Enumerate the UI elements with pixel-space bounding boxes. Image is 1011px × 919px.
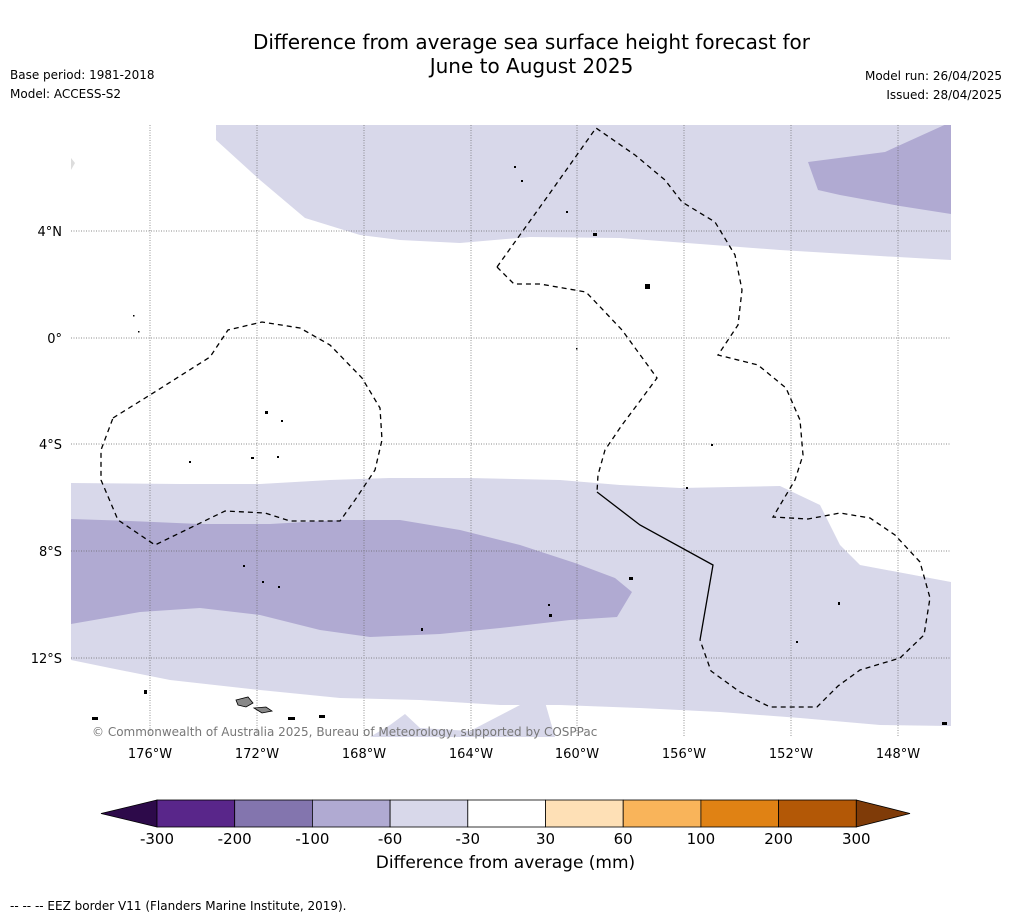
map-panel: © Commonwealth of Australia 2025, Bureau… — [31, 125, 951, 762]
model-name: Model: ACCESS-S2 — [10, 87, 122, 101]
chart-title: Difference from average sea surface heig… — [0, 30, 1011, 78]
solid-boundary — [596, 491, 714, 641]
colorbar-label: Difference from average (mm) — [375, 853, 636, 873]
colorbar-segment — [467, 799, 546, 828]
colorbar-segment — [156, 799, 236, 828]
colorbar-tick-label: 200 — [764, 830, 793, 848]
title-line-2: June to August 2025 — [429, 54, 634, 78]
colorbar-extend-low — [100, 799, 158, 828]
colorbar-segments — [100, 799, 911, 828]
base-period: Base period: 1981-2018 — [10, 68, 155, 82]
samoa-savaii — [252, 706, 274, 714]
lon-labels: 176°W 172°W 168°W 164°W 160°W 156°W 152°… — [128, 747, 920, 762]
south-edge-light — [370, 702, 555, 737]
footnote: -- -- -- EEZ border V11 (Flanders Marine… — [10, 899, 347, 913]
eez-line-islands-north — [496, 127, 931, 708]
lat-label-12s: 12°S — [31, 652, 62, 667]
lon-label-156w: 156°W — [662, 747, 706, 762]
colorbar-tick-label: 100 — [687, 830, 716, 848]
colorbar-tick-label: 30 — [536, 830, 555, 848]
lon-label-176w: 176°W — [128, 747, 172, 762]
lat-label-4s: 4°S — [39, 438, 62, 453]
lon-label-148w: 148°W — [876, 747, 920, 762]
gridlines — [71, 125, 951, 737]
lat-labels: 4°N 0° 4°S 8°S 12°S — [31, 225, 62, 667]
south-band-dark — [71, 519, 632, 637]
islands — [92, 166, 947, 725]
north-band-dark — [808, 125, 951, 214]
lon-label-168w: 168°W — [342, 747, 386, 762]
colorbar-segment — [622, 799, 702, 828]
colorbar-tick-label: -300 — [140, 830, 174, 848]
colorbar: -300 -200 -100 -60 -30 30 60 100 200 300 — [100, 799, 911, 848]
colorbar-tick-label: 60 — [614, 830, 633, 848]
lat-label-8s: 8°S — [39, 545, 62, 560]
colorbar-extend-high — [855, 799, 911, 828]
eez-line-islands-west — [496, 266, 658, 493]
meta-left: Base period: 1981-2018 Model: ACCESS-S2 — [10, 66, 155, 104]
lat-label-4n: 4°N — [38, 225, 63, 240]
colorbar-tick-label: -200 — [218, 830, 252, 848]
lon-label-160w: 160°W — [555, 747, 599, 762]
baker-jarvis-mark — [71, 158, 75, 170]
issued-date: Issued: 28/04/2025 — [886, 88, 1002, 102]
colorbar-ticks: -300 -200 -100 -60 -30 30 60 100 200 300 — [140, 830, 871, 848]
eez-borders — [100, 127, 931, 708]
colorbar-segment — [545, 799, 624, 828]
colorbar-segment — [389, 799, 469, 828]
colorbar-segment — [311, 799, 391, 828]
lon-label-164w: 164°W — [449, 747, 493, 762]
north-band-light — [216, 125, 951, 260]
colorbar-segment — [700, 799, 780, 828]
model-run: Model run: 26/04/2025 — [864, 69, 1002, 83]
colorbar-tick-label: -60 — [378, 830, 403, 848]
anomaly-field — [71, 125, 951, 737]
eez-tokelau — [100, 321, 383, 546]
colorbar-tick-label: 300 — [842, 830, 871, 848]
meta-right: Model run: 26/04/2025 Issued: 28/04/2025 — [800, 67, 1002, 105]
colorbar-tick-label: -30 — [456, 830, 481, 848]
lon-label-152w: 152°W — [769, 747, 813, 762]
lon-label-172w: 172°W — [235, 747, 279, 762]
colorbar-tick-label: -100 — [295, 830, 329, 848]
colorbar-segment — [234, 799, 313, 828]
title-line-1: Difference from average sea surface heig… — [252, 30, 811, 54]
colorbar-segment — [778, 799, 857, 828]
samoa-upolu — [235, 696, 254, 708]
lat-label-0: 0° — [47, 332, 62, 347]
copyright-text: © Commonwealth of Australia 2025, Bureau… — [92, 725, 597, 739]
